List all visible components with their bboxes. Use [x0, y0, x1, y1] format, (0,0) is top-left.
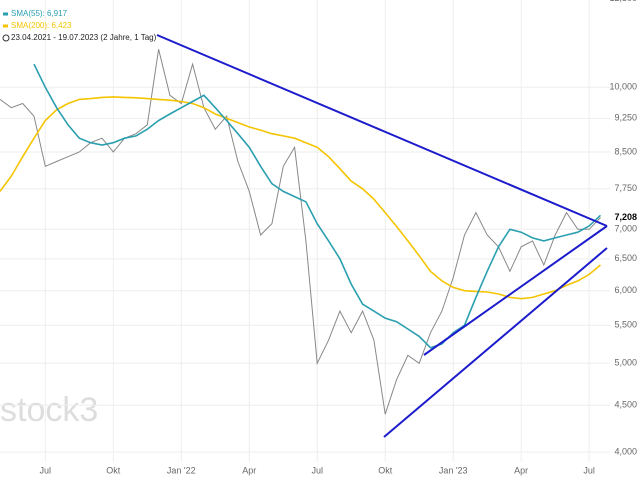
y-tick-label: 7,000	[614, 224, 637, 234]
y-tick-label: 4,500	[614, 400, 637, 410]
x-tick-label: Jan '23	[439, 465, 468, 475]
y-tick-label: 4,000	[614, 447, 637, 457]
last-price-box	[611, 211, 640, 224]
last-price-label: 7,208	[614, 212, 637, 222]
sma-line	[0, 96, 602, 300]
legend-swatch	[3, 12, 8, 16]
legend: SMA(200): 6,423 SMA(55): 6,917 23.04.2021 …	[2, 9, 157, 42]
trend-line	[383, 247, 608, 438]
legend-label: SMA(55): 6,917	[11, 9, 68, 18]
legend-label: SMA(200): 6,423	[11, 21, 72, 30]
x-tick-label: Okt	[378, 465, 393, 475]
y-tick-label: 5,500	[614, 320, 637, 330]
trend-line	[423, 225, 608, 356]
watermark: stock3	[0, 391, 98, 429]
x-tick-label: Okt	[106, 465, 121, 475]
y-tick-label: 8,500	[614, 146, 637, 156]
y-tick-label: 5,000	[614, 358, 637, 368]
x-tick-label: Apr	[242, 465, 256, 475]
y-tick-label: 10,000	[609, 82, 637, 92]
price-line	[0, 49, 601, 415]
y-tick-label: 6,500	[614, 253, 637, 263]
y-tick-label: 12,500	[609, 0, 637, 3]
legend-clock	[2, 34, 10, 42]
x-tick-label: Jan '22	[167, 465, 196, 475]
grid: 4,000 4,500 5,000 5,500 6,000 6,500 7,000 7,750…	[0, 0, 637, 475]
x-tick-label: Apr	[514, 465, 528, 475]
x-tick-label: Jul	[311, 465, 323, 475]
x-tick-label: Jul	[583, 465, 595, 475]
y-tick-label: 9,250	[614, 113, 637, 123]
y-tick-label: 7,750	[614, 183, 637, 193]
sma-line	[33, 63, 602, 349]
legend-period: 23.04.2021 - 19.07.2023 (2 Jahre, 1 Tag)	[11, 33, 157, 42]
y-tick-label: 6,000	[614, 285, 637, 295]
legend-swatch	[3, 24, 8, 28]
trend-line	[156, 34, 608, 227]
marks: 7,208	[0, 49, 640, 415]
x-tick-label: Jul	[40, 465, 52, 475]
